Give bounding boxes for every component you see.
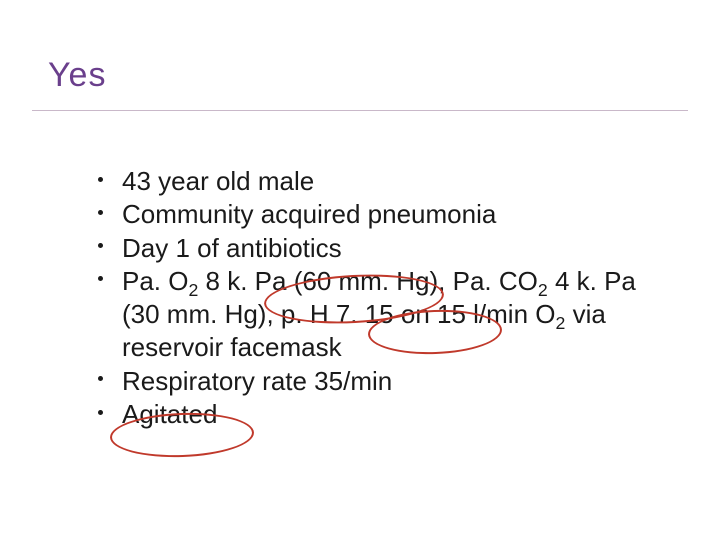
bullet-icon xyxy=(98,210,103,215)
list-item: 43 year old male xyxy=(98,165,660,198)
bullet-text: 43 year old male xyxy=(122,166,314,196)
title-rule xyxy=(32,110,688,111)
bullet-icon xyxy=(98,243,103,248)
bullet-text: Respiratory rate 35/min xyxy=(122,366,392,396)
list-item: Respiratory rate 35/min xyxy=(98,365,660,398)
slide-title: Yes xyxy=(48,56,106,95)
bullet-text: Community acquired pneumonia xyxy=(122,199,496,229)
subscript: 2 xyxy=(188,280,198,300)
bullet-icon xyxy=(98,276,103,281)
subscript: 2 xyxy=(538,280,548,300)
list-item: Community acquired pneumonia xyxy=(98,198,660,231)
bullet-icon xyxy=(98,376,103,381)
bullet-icon xyxy=(98,410,103,415)
bullet-icon xyxy=(98,177,103,182)
subscript: 2 xyxy=(556,313,566,333)
list-item: Day 1 of antibiotics xyxy=(98,232,660,265)
bullet-text: Day 1 of antibiotics xyxy=(122,233,342,263)
slide: Yes 43 year old male Community acquired … xyxy=(0,0,720,540)
text-run: Pa. O xyxy=(122,266,188,296)
